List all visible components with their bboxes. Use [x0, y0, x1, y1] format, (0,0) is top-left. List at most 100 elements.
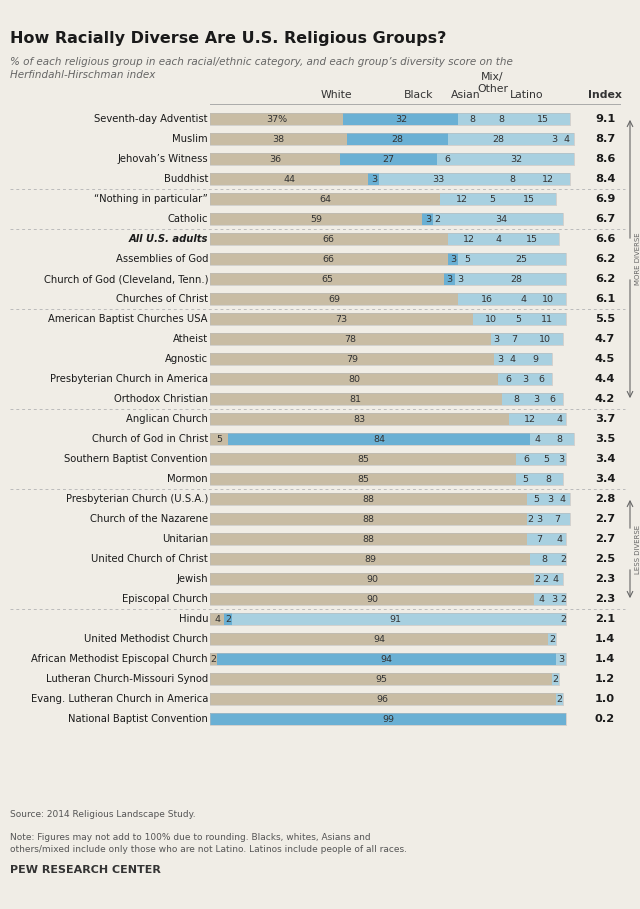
Text: 6.1: 6.1 — [595, 294, 615, 304]
Text: 2: 2 — [552, 674, 559, 684]
Text: White: White — [320, 90, 352, 100]
Bar — [210, 593, 534, 605]
Text: 3.5: 3.5 — [595, 434, 615, 444]
Text: 6: 6 — [445, 155, 451, 164]
Text: Orthodox Christian: Orthodox Christian — [114, 394, 208, 404]
Text: 99: 99 — [382, 714, 394, 724]
Bar — [502, 193, 556, 205]
Text: 15: 15 — [526, 235, 538, 244]
Text: Mormon: Mormon — [168, 474, 208, 484]
Bar — [548, 133, 559, 145]
Bar — [210, 453, 516, 465]
Bar — [556, 693, 563, 705]
Text: Muslim: Muslim — [172, 134, 208, 144]
Bar — [502, 333, 527, 345]
Text: 4: 4 — [560, 494, 566, 504]
Text: 3: 3 — [425, 215, 431, 224]
Text: 2.3: 2.3 — [595, 574, 615, 584]
Text: How Racially Diverse Are U.S. Religious Groups?: How Racially Diverse Are U.S. Religious … — [10, 31, 446, 46]
Text: 7: 7 — [554, 514, 561, 524]
Bar — [210, 193, 556, 205]
Bar — [487, 113, 516, 125]
Bar — [509, 413, 552, 425]
Text: Episcopal Church: Episcopal Church — [122, 594, 208, 604]
Text: LESS DIVERSE: LESS DIVERSE — [635, 524, 640, 574]
Text: 4.2: 4.2 — [595, 394, 615, 404]
Text: 8: 8 — [499, 115, 504, 124]
Text: 85: 85 — [357, 474, 369, 484]
Text: 6: 6 — [538, 375, 544, 384]
Text: 38: 38 — [273, 135, 284, 144]
Bar — [210, 573, 534, 585]
Text: 5: 5 — [522, 474, 528, 484]
Text: MORE DIVERSE: MORE DIVERSE — [635, 233, 640, 285]
Text: 27: 27 — [382, 155, 394, 164]
Text: National Baptist Convention: National Baptist Convention — [68, 714, 208, 724]
Bar — [516, 473, 534, 485]
Text: 2.7: 2.7 — [595, 534, 615, 544]
Text: 2.7: 2.7 — [595, 514, 615, 524]
Text: PEW RESEARCH CENTER: PEW RESEARCH CENTER — [10, 865, 161, 875]
Text: Seventh-day Adventist: Seventh-day Adventist — [95, 114, 208, 124]
Text: 6.2: 6.2 — [595, 274, 615, 284]
Bar — [505, 233, 559, 245]
Text: 4.4: 4.4 — [595, 374, 615, 384]
Text: 8: 8 — [470, 115, 476, 124]
Text: 65: 65 — [321, 275, 333, 284]
Text: 2: 2 — [534, 574, 541, 584]
Text: 3: 3 — [493, 335, 499, 344]
Text: 6: 6 — [524, 454, 530, 464]
Text: 3: 3 — [446, 275, 452, 284]
Text: 8.4: 8.4 — [595, 174, 615, 184]
Text: Buddhist: Buddhist — [164, 174, 208, 184]
Bar — [422, 213, 433, 225]
Bar — [210, 333, 491, 345]
Text: 3: 3 — [547, 494, 553, 504]
Text: Black: Black — [404, 90, 433, 100]
Bar — [556, 493, 570, 505]
Bar — [498, 373, 520, 385]
Text: Unitarian: Unitarian — [162, 534, 208, 544]
Text: 3: 3 — [522, 375, 528, 384]
Bar — [210, 113, 570, 125]
Text: Catholic: Catholic — [168, 214, 208, 224]
Bar — [552, 533, 566, 545]
Text: 6.6: 6.6 — [595, 234, 615, 244]
Text: Presbyterian Church (U.S.A.): Presbyterian Church (U.S.A.) — [66, 494, 208, 504]
Text: 32: 32 — [395, 115, 407, 124]
Bar — [210, 253, 447, 265]
Bar — [210, 213, 563, 225]
Bar — [455, 273, 466, 285]
Text: 4: 4 — [495, 235, 501, 244]
Bar — [534, 573, 541, 585]
Text: 8: 8 — [513, 395, 519, 404]
Bar — [559, 593, 566, 605]
Text: 85: 85 — [357, 454, 369, 464]
Text: 3: 3 — [551, 594, 557, 604]
Text: 2: 2 — [211, 654, 216, 664]
Text: 8: 8 — [542, 554, 548, 564]
Bar — [458, 113, 487, 125]
Bar — [548, 573, 563, 585]
Text: 2: 2 — [542, 574, 548, 584]
Text: Jehovah’s Witness: Jehovah’s Witness — [117, 154, 208, 164]
Text: 9: 9 — [533, 355, 539, 364]
Text: 4: 4 — [552, 574, 559, 584]
Text: Mix/
Other: Mix/ Other — [477, 73, 508, 94]
Text: 10: 10 — [485, 315, 497, 324]
Text: 33: 33 — [433, 175, 445, 184]
Bar — [440, 213, 563, 225]
Text: 94: 94 — [373, 634, 385, 644]
Text: 6: 6 — [506, 375, 512, 384]
Bar — [527, 533, 552, 545]
Bar — [534, 473, 563, 485]
Bar — [447, 233, 491, 245]
Bar — [210, 353, 495, 365]
Text: American Baptist Churches USA: American Baptist Churches USA — [49, 314, 208, 324]
Text: 36: 36 — [269, 155, 281, 164]
Bar — [210, 613, 225, 625]
Text: 4: 4 — [534, 435, 541, 444]
Text: African Methodist Episcopal Church: African Methodist Episcopal Church — [31, 654, 208, 664]
Text: 3: 3 — [551, 135, 557, 144]
Text: 2.3: 2.3 — [595, 594, 615, 604]
